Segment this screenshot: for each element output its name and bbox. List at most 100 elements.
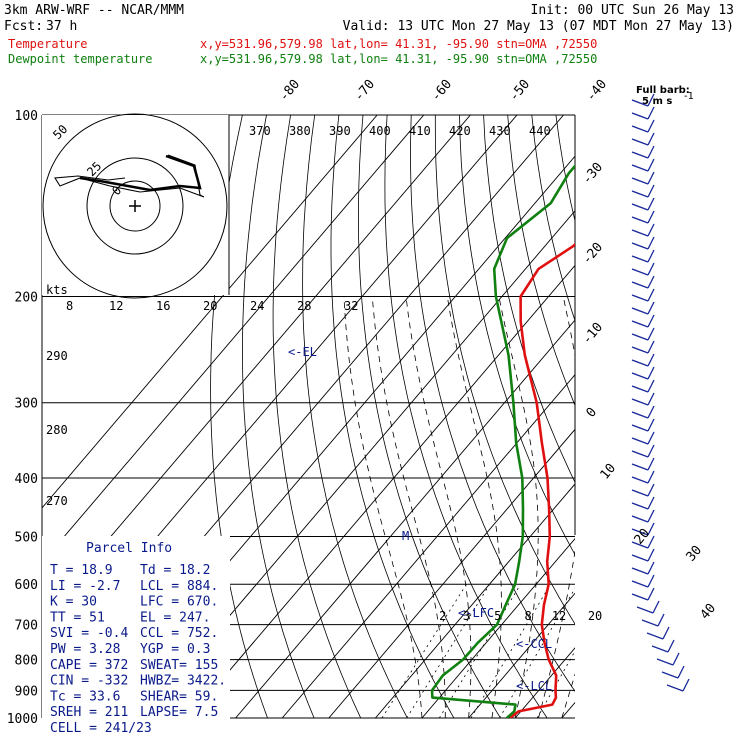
parcel-info-rows: T = 18.9 Td = 18.2 LI = -2.7 LCL = 884. K = … — [50, 563, 226, 736]
hodograph-kts-label: kts — [46, 283, 68, 297]
dry-adiabat-330 — [459, 115, 575, 556]
wind-barb-12 — [631, 255, 649, 263]
wind-barb-flag-39 — [652, 600, 660, 614]
pressure-label-1000: 1000 — [7, 712, 38, 727]
wind-barb-33 — [631, 528, 649, 536]
dry-adiabat-290 — [357, 115, 501, 718]
wind-barb-16 — [631, 307, 649, 315]
theta-label-420: 420 — [449, 124, 471, 138]
isotherm-40 — [608, 115, 740, 718]
wind-barb-21 — [631, 372, 649, 380]
forecast-hours: 37 h — [46, 19, 77, 34]
mixing-ratio-8 — [470, 584, 551, 718]
wind-barb-flag-43 — [672, 652, 680, 666]
isotherm--110 — [42, 115, 425, 564]
moist-adiabat-5 — [371, 296, 446, 718]
isotherm-label--20: -20 — [580, 240, 607, 268]
wind-barb-flag-18 — [647, 327, 655, 341]
dry-adiabat-360 — [531, 115, 575, 322]
theta-label-280: 280 — [46, 423, 68, 437]
el-marker: <-EL — [288, 345, 317, 359]
moist-adiabat-0 — [343, 296, 423, 718]
wind-barb-10 — [631, 229, 649, 237]
theta-label-270: 270 — [46, 494, 68, 508]
wind-barb-flag-41 — [662, 626, 670, 640]
wind-barb-24 — [631, 411, 649, 419]
mixing-ratio-label-8: 8 — [524, 609, 531, 623]
wind-barb-7 — [631, 190, 649, 198]
mixing-ratio-label-20: 20 — [588, 609, 602, 623]
wind-barb-40 — [641, 619, 659, 627]
dewpoint-line — [430, 164, 575, 718]
wind-barb-flag-36 — [647, 561, 655, 575]
parcel-row-right-8: SHEAR= 59. — [140, 689, 218, 704]
wind-barb-23 — [631, 398, 649, 406]
wind-barb-1 — [631, 112, 649, 120]
wind-barb-41 — [646, 632, 664, 640]
mixing-ratio-2 — [381, 584, 467, 718]
wind-barb-13 — [631, 268, 649, 276]
wind-barb-14 — [631, 281, 649, 289]
wind-barb-37 — [631, 580, 649, 588]
dry-adiabat-300 — [384, 115, 548, 718]
parcel-info-title: Parcel Info — [86, 541, 172, 556]
pressure-label-400: 400 — [15, 472, 38, 487]
wind-barb-flag-38 — [647, 587, 655, 601]
wind-barb-flag-3 — [647, 132, 655, 146]
wind-barb-flag-24 — [647, 405, 655, 419]
parcel-row-left-6: CAPE = 372 — [50, 658, 128, 673]
wind-barb-flag-35 — [647, 548, 655, 562]
wind-barb-31 — [631, 502, 649, 510]
dry-adiabat-280 — [330, 115, 455, 718]
lcl-marker: <-LCL — [516, 679, 552, 693]
hodograph-ring-2 — [42, 113, 228, 299]
dry-adiabat-440 — [725, 115, 740, 731]
wind-barb-flag-2 — [647, 119, 655, 133]
pressure-label-600: 600 — [15, 578, 38, 593]
wind-barb-45 — [666, 684, 684, 692]
parcel-row-right-5: YGP = 0.3 — [140, 642, 210, 657]
hodograph-speed-label-16: 16 — [156, 299, 170, 313]
pressure-label-800: 800 — [15, 654, 38, 669]
pressure-label-500: 500 — [15, 530, 38, 545]
parcel-row-left-5: PW = 3.28 — [50, 642, 120, 657]
moist-adiabat-35 — [585, 297, 707, 719]
isotherm-label-40: 40 — [698, 601, 720, 623]
wind-barb-flag-6 — [647, 171, 655, 185]
barb-legend-title: Full barb: — [636, 85, 690, 96]
parcel-row-left-10: CELL = 241/23 — [50, 721, 152, 736]
wind-barb-flag-9 — [647, 210, 655, 224]
dry-adiabat-430 — [701, 115, 740, 731]
moist-adiabat-30 — [561, 673, 575, 718]
isotherm-label--60: -60 — [429, 77, 456, 105]
isotherm--100 — [42, 115, 471, 618]
wind-barb-29 — [631, 476, 649, 484]
wind-barb-20 — [631, 359, 649, 367]
moist-adiabat-lines — [343, 296, 707, 719]
wind-barb-flag-40 — [657, 613, 665, 627]
model-title: 3km ARW-WRF -- NCAR/MMM — [4, 3, 184, 18]
wind-barb-flag-31 — [647, 496, 655, 510]
isotherm--10 — [375, 483, 575, 718]
dry-adiabat-320 — [434, 115, 575, 625]
hodograph-speed-label-20: 20 — [203, 299, 217, 313]
isotherm-label-0: 0 — [584, 405, 601, 421]
parcel-row-left-1: LI = -2.7 — [50, 579, 120, 594]
temperature-location-info: x,y=531.96,579.98 lat,lon= 41.31, -95.90… — [200, 37, 597, 51]
moist-adiabat-25 — [538, 296, 575, 718]
parcel-row-left-4: SVI = -0.4 — [50, 626, 128, 641]
dry-adiabat-250 — [242, 115, 315, 718]
wind-barb-32 — [631, 515, 649, 523]
wind-barb-15 — [631, 294, 649, 302]
wind-barb-4 — [631, 151, 649, 159]
isotherm-label-10: 10 — [598, 461, 620, 483]
theta-label-290: 290 — [46, 349, 68, 363]
valid-time: Valid: 13 UTC Mon 27 May 13 (07 MDT Mon … — [343, 19, 734, 34]
wind-barb-flag-37 — [647, 574, 655, 588]
wind-barb-43 — [656, 658, 674, 666]
moist-adiabat-20 — [498, 296, 539, 718]
wind-barb-flag-22 — [647, 379, 655, 393]
wind-barb-flag-12 — [647, 249, 655, 263]
dry-adiabat-270 — [302, 115, 408, 718]
isotherm-label--80: -80 — [277, 77, 304, 105]
